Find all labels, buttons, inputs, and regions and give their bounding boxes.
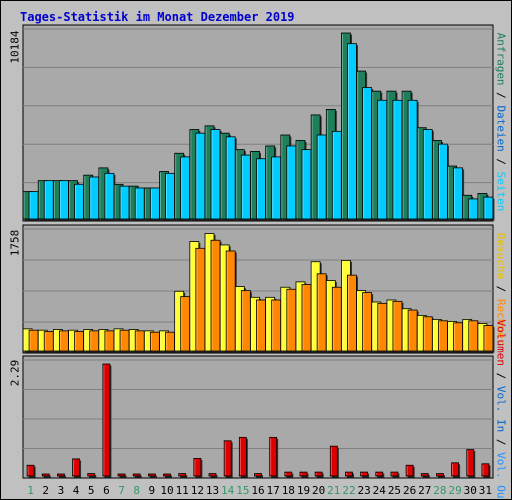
- bar-volumen: [208, 473, 217, 477]
- bar-volumen: [178, 473, 187, 477]
- day-label: 11: [176, 484, 189, 497]
- bar-volumen: [420, 473, 429, 477]
- bar-dateien: [453, 167, 463, 220]
- bar-volumen: [375, 471, 384, 477]
- panel-bottom: [22, 355, 494, 479]
- bar-volumen: [193, 457, 202, 477]
- bar-volumen: [163, 473, 171, 477]
- day-label: 3: [58, 484, 65, 497]
- legend-bottom-part: /: [494, 432, 508, 453]
- bar-shadow: [58, 475, 66, 478]
- day-label: 13: [206, 484, 219, 497]
- day-label: 1: [27, 484, 34, 497]
- bar-volumen: [436, 473, 444, 477]
- legend-top-part: Seiten: [494, 171, 508, 212]
- bar-volumen: [238, 436, 247, 477]
- legend-top-part: /: [494, 85, 508, 106]
- day-label: 30: [464, 484, 477, 497]
- bar-volumen: [405, 464, 414, 477]
- bar-volumen: [26, 464, 35, 477]
- legend-middle-part: /: [494, 279, 508, 299]
- bar-volumen: [360, 471, 369, 477]
- day-label: 6: [103, 484, 110, 497]
- bar-shadow: [165, 475, 173, 478]
- legend-top-part: Anfragen: [494, 32, 508, 86]
- day-label: 19: [297, 484, 310, 497]
- legend-top-part: Dateien: [494, 105, 508, 152]
- bar-volumen: [102, 363, 111, 477]
- day-label: 21: [327, 484, 340, 497]
- day-label: 4: [73, 484, 80, 497]
- day-label: 18: [282, 484, 295, 497]
- day-label: 23: [358, 484, 371, 497]
- day-label: 25: [388, 484, 401, 497]
- bar-shadow: [149, 475, 157, 478]
- bar-volumen: [481, 463, 490, 477]
- bar-volumen: [223, 440, 232, 477]
- day-label: 8: [133, 484, 140, 497]
- bar-dateien: [483, 196, 494, 220]
- legend-bottom-part: /: [494, 366, 508, 386]
- day-label: 9: [149, 484, 156, 497]
- day-label: 5: [88, 484, 95, 497]
- bar-volumen: [87, 473, 96, 477]
- day-label: 17: [267, 484, 280, 497]
- day-label: 20: [312, 484, 325, 497]
- day-label: 28: [433, 484, 446, 497]
- day-label: 14: [221, 484, 235, 497]
- bar-shadow: [134, 475, 142, 478]
- bar-volumen: [254, 473, 262, 477]
- day-label: 7: [118, 484, 125, 497]
- bar-volumen: [132, 473, 141, 477]
- bar-volumen: [57, 473, 65, 477]
- day-label: 10: [160, 484, 173, 497]
- legend-bottom-part: Volumen: [494, 319, 508, 367]
- bar-volumen: [147, 473, 156, 477]
- bar-volumen: [329, 445, 338, 477]
- bar-volumen: [117, 473, 126, 477]
- legend-bottom-part: Vol. Out: [494, 452, 508, 500]
- day-label: 27: [418, 484, 431, 497]
- legend-top-part: /: [494, 151, 508, 172]
- bar-shadow: [43, 475, 51, 478]
- day-label: 12: [191, 484, 204, 497]
- bar-volumen: [299, 471, 308, 477]
- bar-volumen: [269, 436, 278, 477]
- legend-bottom-part: Vol. In: [494, 385, 508, 433]
- day-label: 22: [342, 484, 355, 497]
- day-label: 2: [42, 484, 49, 497]
- bar-volumen: [390, 471, 399, 477]
- bar-volumen: [41, 473, 50, 477]
- chart-title: Tages-Statistik im Monat Dezember 2019: [20, 10, 295, 24]
- legend-middle-part: Besuche: [494, 232, 508, 280]
- day-label: 29: [448, 484, 461, 497]
- day-label: 16: [251, 484, 264, 497]
- day-label: 26: [403, 484, 416, 497]
- bar-volumen: [314, 471, 323, 477]
- day-label: 15: [236, 484, 249, 497]
- bar-volumen: [72, 458, 80, 477]
- bar-shadow: [119, 475, 127, 478]
- day-label: 24: [373, 484, 387, 497]
- bar-volumen: [284, 471, 293, 477]
- bar-volumen: [466, 449, 475, 477]
- bar-volumen: [451, 462, 459, 477]
- day-label: 31: [479, 484, 492, 497]
- bar-volumen: [345, 471, 353, 477]
- bar-rechner: [483, 325, 494, 352]
